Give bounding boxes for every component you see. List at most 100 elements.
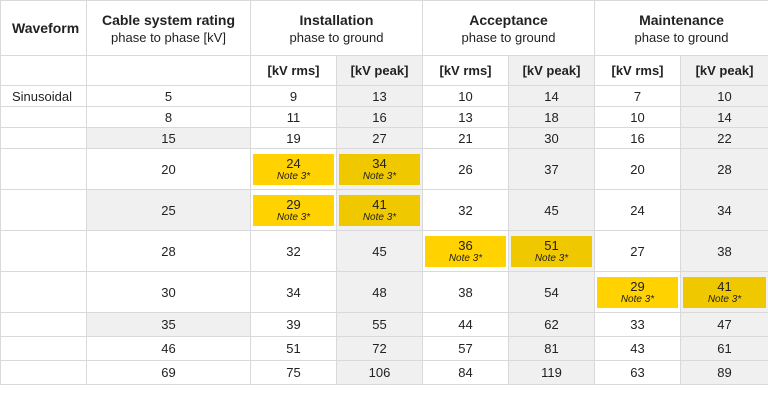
note-label: Note 3*: [276, 211, 311, 223]
value-cell: 106: [336, 360, 423, 385]
value-cell: 44: [422, 312, 509, 337]
value-cell: 10: [680, 85, 768, 107]
value-cell: 27: [336, 127, 423, 149]
value-cell: 81: [508, 336, 595, 361]
value-cell: 119: [508, 360, 595, 385]
waveform-cell: [0, 312, 87, 337]
table-row: 8 11 16 13 18 10 14: [0, 106, 768, 128]
rating-cell: 46: [86, 336, 251, 361]
table-row: 20 24 Note 3* 34 Note 3* 26 37 20 28: [0, 148, 768, 190]
waveform-cell: [0, 230, 87, 272]
value-cell: 30: [508, 127, 595, 149]
waveform-cell: [0, 271, 87, 313]
waveform-cell: [0, 336, 87, 361]
waveform-cell: [0, 148, 87, 190]
rating-cell: 35: [86, 312, 251, 337]
value-cell: 19: [250, 127, 337, 149]
rating-cell: 69: [86, 360, 251, 385]
value-cell: 27: [594, 230, 681, 272]
waveform-cell: [0, 106, 87, 128]
value-cell: 13: [336, 85, 423, 107]
value-cell: 43: [594, 336, 681, 361]
header-row: Waveform Cable system rating phase to pha…: [0, 0, 768, 56]
value-cell: 24: [594, 189, 681, 231]
note-label: Note 3*: [707, 293, 742, 305]
unit-cell: [kV peak]: [680, 55, 768, 86]
maintenance-header: Maintenance phase to ground: [594, 0, 768, 56]
unit-cell: [kV rms]: [250, 55, 337, 86]
highlight-box: 51 Note 3*: [511, 235, 592, 267]
value-cell: 11: [250, 106, 337, 128]
value-cell: 9: [250, 85, 337, 107]
value-cell: 7: [594, 85, 681, 107]
value-cell: 63: [594, 360, 681, 385]
table-row: 15 19 27 21 30 16 22: [0, 127, 768, 149]
value-cell: 48: [336, 271, 423, 313]
table-row: 25 29 Note 3* 41 Note 3* 32 45 24 34: [0, 189, 768, 231]
value-cell: 37: [508, 148, 595, 190]
value-cell: 38: [680, 230, 768, 272]
note-label: Note 3*: [534, 252, 569, 264]
value-cell: 20: [594, 148, 681, 190]
value-cell: 21: [422, 127, 509, 149]
rating-cell: 25: [86, 189, 251, 231]
value-cell: 51 Note 3*: [508, 230, 595, 272]
value-cell: 28: [680, 148, 768, 190]
table-row: Sinusoidal 5 9 13 10 14 7 10: [0, 85, 768, 107]
highlight-box: 34 Note 3*: [339, 153, 420, 185]
value-cell: 36 Note 3*: [422, 230, 509, 272]
value-cell: 75: [250, 360, 337, 385]
rating-cell: 5: [86, 85, 251, 107]
value-cell: 38: [422, 271, 509, 313]
unit-cell: [kV peak]: [336, 55, 423, 86]
acceptance-header: Acceptance phase to ground: [422, 0, 595, 56]
value-cell: 45: [336, 230, 423, 272]
note-label: Note 3*: [276, 170, 311, 182]
value-cell: 72: [336, 336, 423, 361]
value-cell: 51: [250, 336, 337, 361]
blank-cell: [0, 55, 87, 86]
rating-cell: 28: [86, 230, 251, 272]
test-voltage-table: Waveform Cable system rating phase to pha…: [0, 0, 768, 385]
value-cell: 47: [680, 312, 768, 337]
table-row: 28 32 45 36 Note 3* 51 Note 3* 27 38: [0, 230, 768, 272]
note-label: Note 3*: [362, 170, 397, 182]
value-cell: 24 Note 3*: [250, 148, 337, 190]
value-cell: 45: [508, 189, 595, 231]
waveform-cell: Sinusoidal: [0, 85, 87, 107]
value-cell: 62: [508, 312, 595, 337]
rating-cell: 30: [86, 271, 251, 313]
table-row: 69 75 106 84 119 63 89: [0, 360, 768, 385]
value-cell: 34: [680, 189, 768, 231]
unit-cell: [kV peak]: [508, 55, 595, 86]
blank-cell: [86, 55, 251, 86]
value-cell: 14: [680, 106, 768, 128]
value-cell: 26: [422, 148, 509, 190]
highlight-box: 29 Note 3*: [253, 194, 334, 226]
value-cell: 57: [422, 336, 509, 361]
value-cell: 14: [508, 85, 595, 107]
value-cell: 29 Note 3*: [250, 189, 337, 231]
value-cell: 32: [250, 230, 337, 272]
waveform-cell: [0, 127, 87, 149]
highlight-box: 36 Note 3*: [425, 235, 506, 267]
units-row: [kV rms] [kV peak] [kV rms] [kV peak] [k…: [0, 55, 768, 86]
table-row: 46 51 72 57 81 43 61: [0, 336, 768, 361]
value-cell: 22: [680, 127, 768, 149]
value-cell: 33: [594, 312, 681, 337]
note-label: Note 3*: [448, 252, 483, 264]
value-cell: 10: [594, 106, 681, 128]
installation-header: Installation phase to ground: [250, 0, 423, 56]
highlight-box: 24 Note 3*: [253, 153, 334, 185]
value-cell: 41 Note 3*: [336, 189, 423, 231]
value-cell: 13: [422, 106, 509, 128]
value-cell: 10: [422, 85, 509, 107]
rating-cell: 15: [86, 127, 251, 149]
rating-cell: 20: [86, 148, 251, 190]
rating-header: Cable system rating phase to phase [kV]: [86, 0, 251, 56]
highlight-box: 41 Note 3*: [683, 276, 766, 308]
unit-cell: [kV rms]: [422, 55, 509, 86]
value-cell: 34: [250, 271, 337, 313]
value-cell: 84: [422, 360, 509, 385]
waveform-cell: [0, 360, 87, 385]
